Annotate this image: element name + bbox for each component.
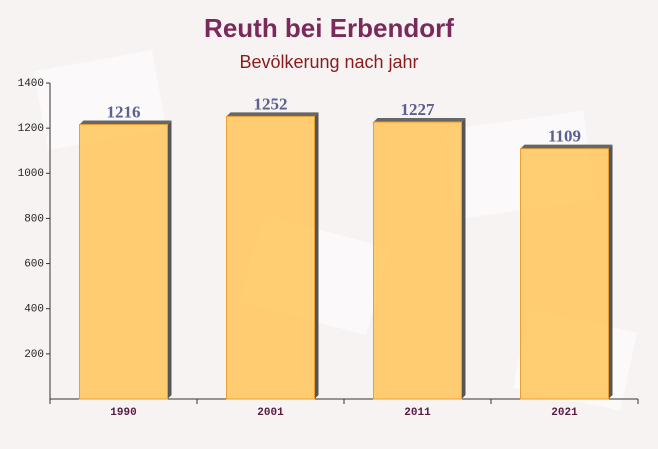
bar-shadow <box>167 120 172 399</box>
y-tick-label: 600 <box>24 258 44 270</box>
x-tick-label: 2001 <box>257 407 284 419</box>
bar-shadow <box>608 144 613 399</box>
bar-shadow-top <box>79 120 172 125</box>
y-tick-label: 1200 <box>18 123 44 135</box>
value-label: 1109 <box>548 127 581 146</box>
chart-title: Reuth bei Erbendorf <box>204 13 454 43</box>
bar-shadow-top <box>520 144 613 149</box>
y-tick-label: 200 <box>24 349 44 361</box>
value-label: 1216 <box>107 102 141 121</box>
bar <box>520 148 609 400</box>
bar <box>79 124 168 400</box>
x-tick-label: 2021 <box>551 407 578 419</box>
bar-shadow-top <box>226 112 319 117</box>
y-tick-label: 1400 <box>18 78 44 90</box>
bar <box>373 121 462 400</box>
bar-shadow <box>314 112 319 400</box>
bar-shadow <box>461 118 466 399</box>
y-tick-label: 800 <box>24 213 44 225</box>
x-tick-label: 2011 <box>404 407 431 419</box>
y-tick-label: 400 <box>24 304 44 316</box>
chart-subtitle: Bevölkerung nach jahr <box>239 52 418 72</box>
x-tick-label: 1990 <box>110 407 136 419</box>
bar <box>226 115 315 400</box>
value-label: 1227 <box>401 100 436 119</box>
bar-shadow-top <box>373 118 466 123</box>
value-label: 1252 <box>254 94 288 113</box>
y-tick-label: 1000 <box>18 168 44 180</box>
